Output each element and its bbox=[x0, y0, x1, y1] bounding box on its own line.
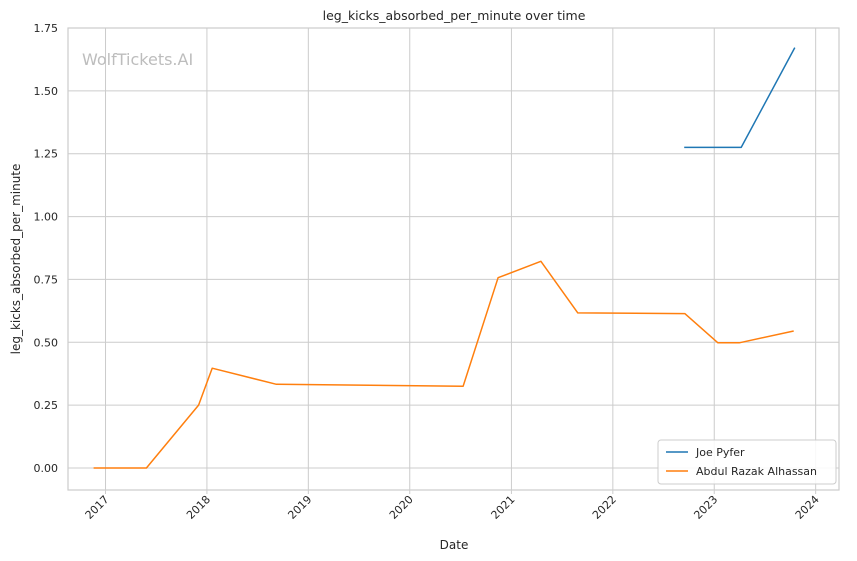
y-tick-label: 1.75 bbox=[34, 22, 59, 35]
y-tick-label: 1.25 bbox=[34, 148, 59, 161]
x-tick-label: 2023 bbox=[691, 493, 720, 522]
x-tick-label: 2018 bbox=[184, 493, 213, 522]
x-tick-label: 2021 bbox=[489, 493, 518, 522]
grid-lines bbox=[68, 27, 839, 490]
y-axis-label: leg_kicks_absorbed_per_minute bbox=[9, 164, 23, 355]
legend-box bbox=[657, 439, 837, 485]
series-lines bbox=[93, 47, 796, 469]
x-tick-label: 2022 bbox=[590, 493, 619, 522]
legend: Joe Pyfer Abdul Razak Alhassan bbox=[657, 439, 837, 485]
watermark: WolfTickets.AI bbox=[82, 50, 193, 69]
x-axis-label: Date bbox=[440, 538, 469, 552]
x-tick-label: 2017 bbox=[83, 493, 112, 522]
y-tick-label: 0.75 bbox=[34, 273, 59, 286]
y-tick-label: 1.00 bbox=[34, 211, 59, 224]
y-tick-label: 1.50 bbox=[34, 85, 59, 98]
x-tick-label: 2019 bbox=[285, 493, 314, 522]
chart-title: leg_kicks_absorbed_per_minute over time bbox=[323, 8, 586, 23]
plot-frame bbox=[67, 27, 840, 491]
legend-label: Joe Pyfer bbox=[695, 446, 745, 459]
legend-label: Abdul Razak Alhassan bbox=[696, 465, 817, 478]
y-tick-label: 0.50 bbox=[34, 336, 59, 349]
y-tick-label: 0.00 bbox=[34, 462, 59, 475]
series-line-0 bbox=[684, 47, 796, 149]
x-tick-label: 2024 bbox=[793, 493, 822, 522]
x-tick-label: 2020 bbox=[387, 493, 416, 522]
y-tick-label: 0.25 bbox=[34, 399, 59, 412]
series-line-1 bbox=[93, 260, 794, 469]
